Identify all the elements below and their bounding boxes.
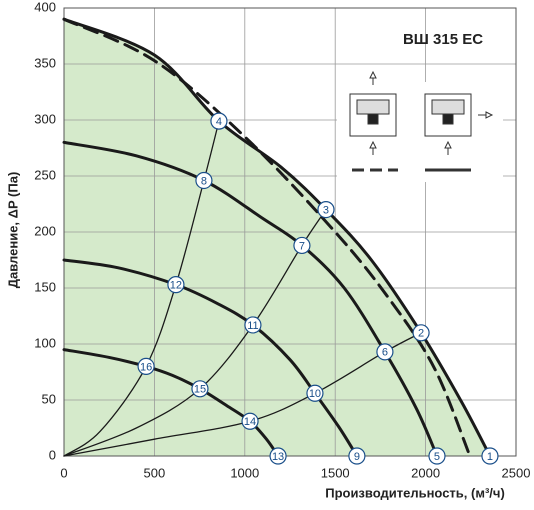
point-marker — [210, 112, 228, 130]
y-tick-label: 0 — [49, 447, 56, 462]
point-label: 14 — [244, 416, 256, 428]
point-label: 1 — [487, 451, 493, 463]
y-tick-label: 250 — [34, 167, 56, 182]
point-label: 4 — [216, 116, 222, 128]
point-marker — [376, 343, 394, 361]
point-marker — [269, 447, 287, 465]
x-tick-label: 2000 — [411, 465, 440, 480]
fan-curve — [62, 17, 472, 458]
x-tick-label: 1000 — [230, 465, 259, 480]
plot-border — [63, 7, 517, 457]
point-label: 13 — [272, 451, 284, 463]
x-axis-label: Производительность, (м³/ч) — [325, 485, 505, 500]
point-marker — [137, 357, 155, 375]
point-marker — [293, 236, 311, 255]
y-tick-label: 350 — [34, 55, 56, 70]
point-marker — [317, 201, 335, 219]
point-marker — [481, 447, 499, 465]
point-label: 5 — [434, 451, 440, 463]
y-tick-label: 50 — [42, 391, 56, 406]
point-label: 15 — [194, 384, 206, 396]
point-marker — [428, 447, 446, 465]
y-tick-label: 100 — [34, 335, 56, 350]
point-label: 11 — [247, 320, 258, 332]
chart-title: ВШ 315 ЕС — [403, 31, 483, 48]
point-marker — [191, 380, 209, 398]
plot-area: 0 50 100 150 200 250 300 350 400 0 500 1000 1500 2000… — [34, 0, 530, 480]
point-marker — [412, 324, 430, 342]
point-marker — [241, 412, 259, 430]
point-marker — [167, 276, 185, 294]
point-marker — [244, 316, 262, 334]
x-tick-label: 2500 — [502, 465, 531, 480]
y-tick-label: 400 — [34, 0, 56, 14]
y-tick-label: 200 — [34, 223, 56, 238]
point-label: 2 — [418, 328, 424, 340]
config-icons — [337, 70, 503, 182]
point-label: 10 — [309, 388, 321, 400]
point-label: 3 — [323, 205, 329, 217]
x-tick-label: 0 — [60, 465, 67, 480]
point-label: 7 — [299, 240, 305, 252]
point-label: 8 — [201, 175, 207, 187]
x-tick-label: 1500 — [321, 465, 350, 480]
y-tick-label: 150 — [34, 279, 56, 294]
point-label: 9 — [354, 451, 360, 463]
point-label: 6 — [382, 347, 388, 359]
point-label: 12 — [170, 280, 182, 292]
point-marker — [348, 447, 366, 465]
x-tick-label: 500 — [144, 465, 166, 480]
y-tick-label: 300 — [34, 111, 56, 126]
point-marker — [306, 384, 324, 402]
point-label: 16 — [140, 361, 152, 373]
y-axis-label: Давление, ΔP (Па) — [5, 172, 20, 289]
point-marker — [195, 171, 213, 190]
